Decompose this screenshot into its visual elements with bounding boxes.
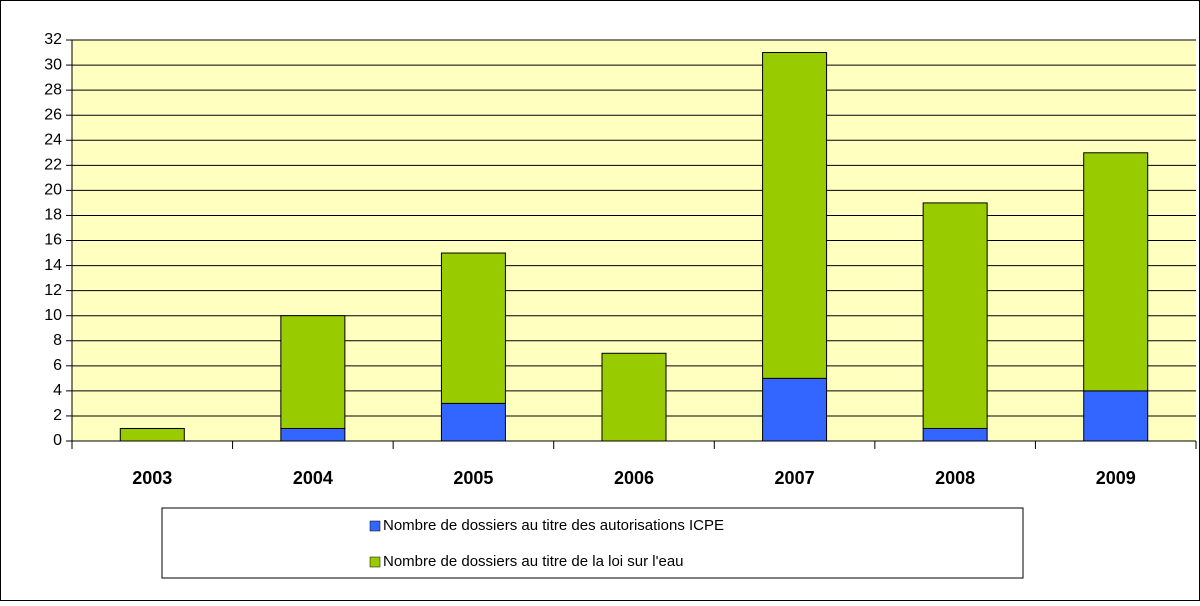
y-tick-label: 24: [44, 131, 62, 148]
y-tick-label: 22: [44, 157, 62, 174]
x-tick-label: 2006: [614, 468, 654, 488]
bar-segment: [440, 402, 506, 442]
bar-segment: [762, 52, 828, 379]
y-tick-label: 16: [44, 232, 62, 249]
y-tick-label: 30: [44, 56, 62, 73]
legend-box: [161, 507, 1024, 579]
x-tick-label: 2009: [1096, 468, 1136, 488]
x-tick-label: 2005: [453, 468, 493, 488]
y-tick-label: 18: [44, 207, 62, 224]
bar-segment: [922, 202, 988, 429]
bar-segment: [922, 427, 988, 442]
bar-segment: [1083, 152, 1149, 392]
bar-segment: [601, 352, 667, 442]
y-tick-label: 26: [44, 106, 62, 123]
legend-swatch: [369, 520, 381, 532]
y-tick-label: 6: [53, 357, 62, 374]
y-tick-label: 2: [53, 407, 62, 424]
legend-label: Nombre de dossiers au titre des autorisa…: [383, 517, 724, 534]
bar-segment: [440, 252, 506, 404]
y-tick-label: 0: [53, 432, 62, 449]
y-tick-label: 12: [44, 282, 62, 299]
y-tick-label: 4: [53, 382, 62, 399]
y-tick-label: 32: [44, 31, 62, 48]
legend-label: Nombre de dossiers au titre de la loi su…: [383, 553, 684, 570]
bar-segment: [1083, 390, 1149, 442]
x-tick-label: 2008: [935, 468, 975, 488]
y-tick-label: 14: [44, 257, 62, 274]
bar-segment: [280, 427, 346, 442]
y-tick-label: 8: [53, 332, 62, 349]
bar-segment: [280, 315, 346, 429]
y-tick-label: 20: [44, 182, 62, 199]
bar-segment: [762, 377, 828, 442]
legend-swatch: [369, 556, 381, 568]
bar-segment: [119, 427, 185, 442]
y-tick-label: 28: [44, 81, 62, 98]
x-tick-label: 2004: [293, 468, 333, 488]
y-tick-label: 10: [44, 307, 62, 324]
x-tick-label: 2003: [132, 468, 172, 488]
x-tick-label: 2007: [775, 468, 815, 488]
